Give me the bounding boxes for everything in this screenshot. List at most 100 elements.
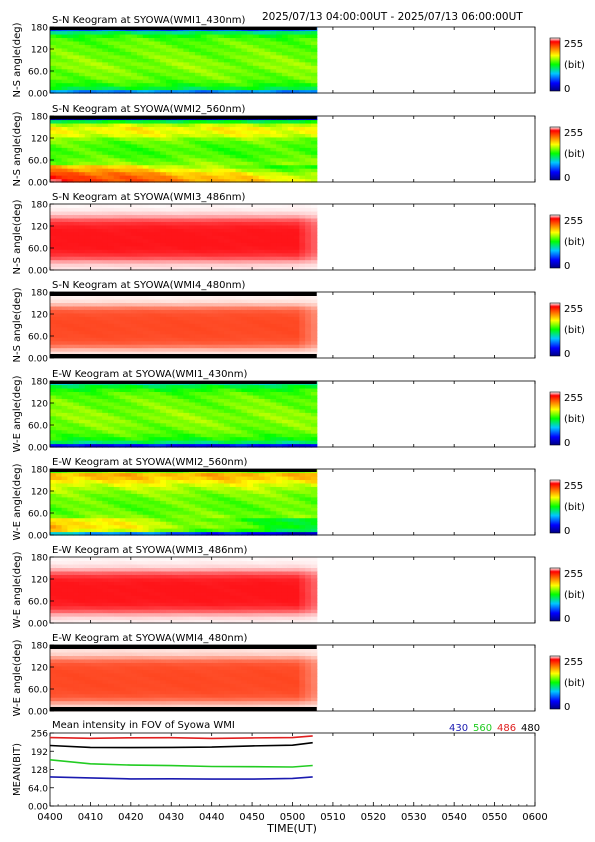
heatmap-cell (131, 337, 138, 342)
heatmap-cell (125, 503, 132, 508)
heatmap-cell (142, 47, 150, 52)
heatmap-cell (154, 82, 161, 87)
colorbar: 255(bit)0 (549, 214, 585, 272)
heatmap-cell (206, 298, 213, 304)
heatmap-cell (84, 65, 92, 70)
heatmap-cell (78, 44, 86, 49)
heatmap-cell (84, 164, 92, 169)
heatmap-cell (61, 82, 68, 87)
heatmap-cell (131, 175, 138, 180)
heatmap-cell (189, 143, 196, 148)
heatmap-cell (235, 214, 242, 219)
heatmap-cell (299, 263, 306, 268)
heatmap-cell (177, 129, 184, 134)
heatmap-cell (200, 54, 208, 59)
heatmap-cell (78, 40, 86, 45)
heatmap-cell (177, 429, 184, 434)
heatmap-cell (235, 79, 242, 84)
heatmap-cell (241, 75, 248, 80)
heatmap-cell (241, 37, 248, 42)
heatmap-cell (252, 256, 260, 261)
heatmap-cell (160, 475, 167, 481)
heatmap-cell (142, 58, 150, 63)
heatmap-cell (218, 323, 225, 328)
heatmap-cell (310, 157, 318, 162)
heatmap-cell (223, 337, 231, 342)
heatmap-cell (218, 89, 225, 94)
heatmap-cell (293, 204, 300, 209)
heatmap-cell (50, 122, 57, 128)
heatmap-cell (270, 266, 277, 271)
heatmap-cell (84, 61, 92, 66)
heatmap-cell (125, 228, 132, 233)
heatmap-cell (131, 86, 138, 91)
heatmap-cell (142, 384, 150, 389)
heatmap-cell (113, 238, 121, 243)
heatmap-cell (73, 472, 80, 477)
heatmap-cell (223, 323, 231, 328)
heatmap-cell (90, 337, 97, 342)
heatmap-cell (223, 419, 231, 424)
heatmap-cell (223, 224, 231, 229)
heatmap-cell (200, 394, 208, 399)
heatmap-cell (154, 443, 161, 448)
heatmap-cell (264, 47, 271, 52)
heatmap-cell (84, 344, 92, 349)
heatmap-cell (270, 40, 277, 45)
heatmap-cell (136, 496, 144, 501)
heatmap-cell (264, 217, 271, 222)
heatmap-cell (165, 528, 173, 533)
heatmap-cell (154, 175, 161, 180)
heatmap-cell (136, 521, 144, 526)
heatmap-cell (125, 531, 132, 536)
heatmap-cell (113, 391, 121, 396)
heatmap-cell (310, 37, 318, 42)
heatmap-cell (90, 147, 97, 152)
heatmap-cell (107, 514, 115, 519)
heatmap-cell (73, 33, 80, 39)
heatmap-cell (107, 295, 115, 300)
heatmap-cell (276, 245, 283, 250)
heatmap-cell (165, 40, 173, 45)
heatmap-cell (136, 412, 144, 417)
heatmap-cell (154, 161, 161, 166)
heatmap-cell (113, 507, 121, 512)
heatmap-cell (183, 89, 190, 94)
heatmap-cell (73, 210, 80, 216)
heatmap-cell (189, 252, 196, 257)
heatmap-cell (55, 40, 63, 45)
ytick-label: 120 (31, 311, 48, 321)
heatmap-cell (154, 79, 161, 84)
heatmap-cell (241, 245, 248, 250)
heatmap-cell (165, 472, 173, 477)
heatmap-cell (61, 309, 68, 314)
heatmap-cell (50, 384, 57, 389)
heatmap-cell (148, 207, 155, 212)
heatmap-cell (84, 305, 92, 310)
heatmap-cell (154, 61, 161, 66)
heatmap-cell (113, 415, 121, 420)
heatmap-cell (218, 129, 225, 134)
heatmap-cell (154, 245, 161, 250)
heatmap-cell (293, 415, 300, 420)
heatmap-cell (148, 340, 155, 345)
heatmap-cell (84, 136, 92, 141)
heatmap-cell (281, 82, 289, 87)
heatmap-cell (113, 521, 121, 526)
heatmap-cell (55, 333, 63, 338)
heatmap-cell (90, 214, 97, 219)
heatmap-cell (131, 316, 138, 321)
heatmap-cell (50, 51, 57, 56)
heatmap-cell (247, 263, 254, 268)
heatmap-cell (148, 503, 155, 508)
heatmap-cell (258, 298, 266, 304)
heatmap-cell (160, 528, 167, 533)
heatmap-cell (177, 54, 184, 59)
heatmap-cell (119, 333, 126, 338)
heatmap-cell (131, 204, 138, 209)
heatmap-cell (281, 333, 289, 338)
heatmap-cell (160, 440, 167, 445)
heatmap-cell (241, 51, 248, 56)
heatmap-cell (194, 429, 202, 434)
heatmap-cell (287, 302, 295, 307)
